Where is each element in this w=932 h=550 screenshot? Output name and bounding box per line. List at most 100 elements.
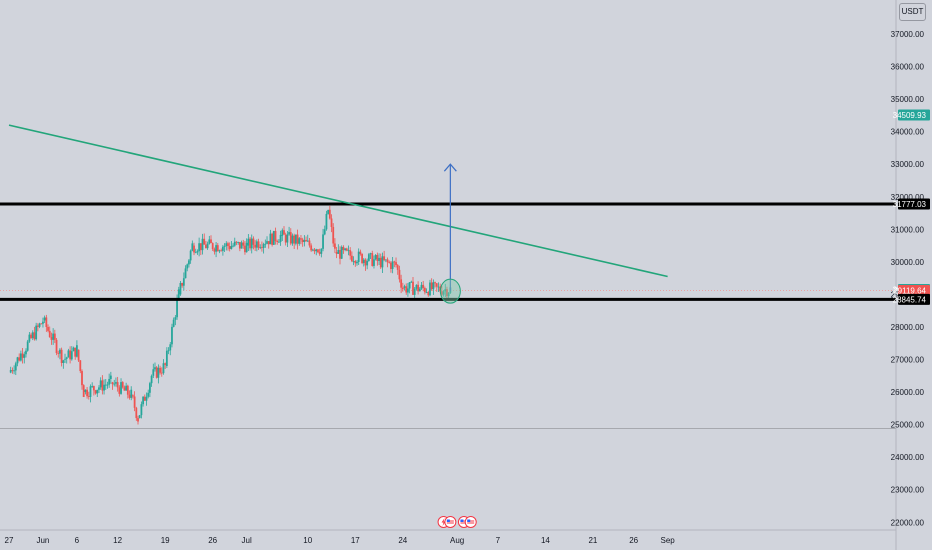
candle-body	[221, 246, 224, 251]
candle-body	[322, 234, 324, 249]
price-axis-background	[896, 0, 932, 550]
candle-body	[359, 251, 362, 254]
candle-body	[245, 242, 248, 253]
candle-body	[108, 378, 111, 385]
price-label: 28845.74	[893, 293, 930, 305]
candle-body	[101, 380, 104, 391]
candle-body	[11, 370, 14, 371]
candle-body	[291, 235, 294, 244]
candle-body	[383, 256, 386, 261]
candle-body	[82, 385, 85, 398]
candle-body	[294, 234, 297, 244]
price-tick-label: 37000.00	[891, 30, 925, 39]
candle-body	[228, 246, 231, 249]
candle-body	[367, 254, 370, 261]
candle-body	[305, 239, 307, 242]
us-flag-event-icon[interactable]	[464, 516, 477, 528]
time-tick-label: 21	[588, 536, 597, 545]
candle-body	[208, 239, 211, 244]
candle-body	[52, 333, 55, 340]
candle-body	[430, 282, 433, 290]
candle-body	[418, 288, 421, 292]
candle-body	[121, 382, 124, 388]
candle-body	[269, 233, 272, 245]
candle-body	[28, 334, 31, 342]
candle-body	[356, 261, 358, 264]
candle-body	[35, 325, 38, 340]
time-tick-label: Sep	[661, 536, 676, 545]
candle-body	[91, 386, 94, 387]
flag-field	[460, 519, 468, 525]
candle-body	[391, 261, 394, 269]
candle-body	[340, 246, 343, 259]
candle-body	[412, 281, 414, 295]
candle-body	[429, 282, 431, 296]
candle-body	[235, 241, 238, 243]
price-label-text: 28845.74	[893, 295, 927, 304]
candle-body	[249, 238, 251, 249]
event-icons[interactable]	[437, 516, 477, 528]
candle-body	[188, 260, 190, 265]
candle-body	[366, 260, 369, 266]
candle-body	[435, 283, 438, 287]
candle-body	[238, 242, 241, 249]
candle-body	[172, 319, 175, 327]
candle-body	[286, 234, 289, 243]
candle-body	[293, 235, 296, 244]
candle-body	[157, 367, 160, 378]
candle-body	[123, 387, 126, 391]
candle-body	[283, 230, 285, 235]
candle-body	[126, 385, 129, 395]
candle-body	[76, 345, 78, 357]
candle-body	[215, 245, 217, 252]
candle-body	[386, 259, 389, 263]
candle-body	[434, 282, 436, 284]
candle-body	[16, 357, 19, 364]
flag-canton	[467, 519, 471, 522]
candle-body	[332, 226, 335, 244]
currency-label[interactable]: USDT	[899, 3, 926, 21]
candle-body	[193, 245, 195, 253]
candle-body	[184, 268, 187, 279]
time-axis[interactable]: 27 Jun 6 12 19 26 Jul 10 17 24 Aug 7 14 21 26 Sep	[5, 536, 676, 545]
candle-body	[9, 370, 12, 373]
candle-body	[344, 248, 347, 250]
price-tick-label: 28000.00	[891, 323, 925, 332]
candle-body	[276, 241, 279, 242]
candle-body	[311, 249, 314, 251]
highlight-circle	[439, 278, 461, 304]
candle-body	[14, 363, 17, 371]
us-flag-event-icon[interactable]	[444, 516, 457, 528]
candle-body	[410, 281, 413, 283]
candle-body	[403, 286, 406, 288]
candle-body	[266, 241, 268, 244]
time-tick-label: 12	[113, 536, 122, 545]
candle-body	[349, 250, 352, 256]
candle-body	[320, 248, 323, 254]
candle-body	[271, 233, 274, 245]
candle-body	[60, 349, 63, 363]
price-label-text: 34509.93	[893, 111, 927, 120]
price-axis[interactable]: 37000.00 36000.00 35000.00 34000.00 33000.00…	[891, 30, 930, 527]
candle-body	[267, 241, 270, 245]
candle-body	[133, 396, 136, 408]
candle-body	[373, 259, 375, 266]
candle-body	[390, 262, 392, 269]
candle-body	[96, 389, 99, 394]
candle-body	[69, 350, 72, 360]
candle-body	[247, 238, 250, 246]
candle-body	[86, 389, 88, 397]
candle-body	[106, 384, 109, 386]
candle-body	[415, 284, 418, 289]
candle-body	[274, 230, 277, 242]
candle-body	[62, 360, 65, 363]
candle-body	[81, 371, 83, 386]
candle-body	[43, 317, 46, 321]
time-tick-label: 19	[161, 536, 170, 545]
candle-body	[167, 350, 170, 352]
candle-body	[159, 367, 161, 373]
price-label-bg	[898, 293, 930, 305]
